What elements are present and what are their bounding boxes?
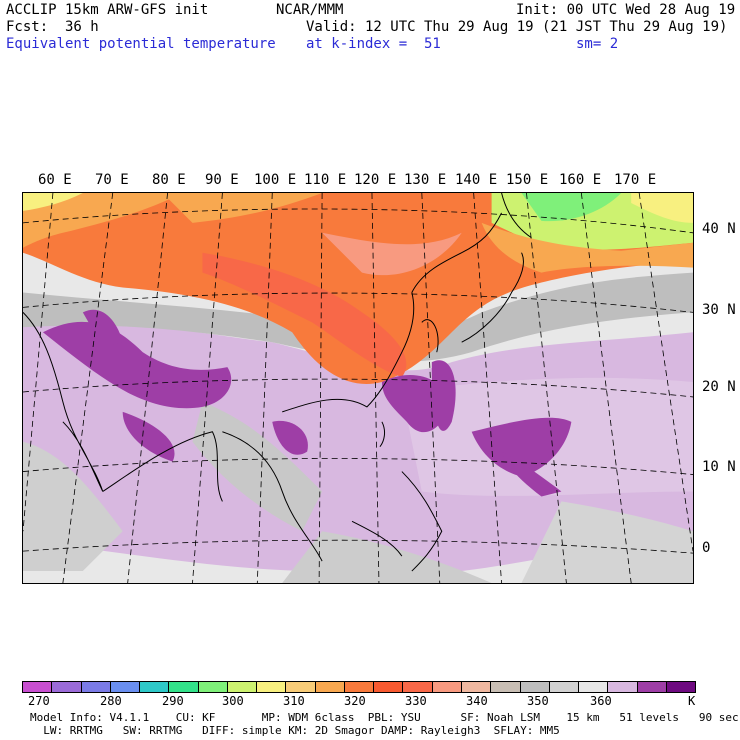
model-title: ACCLIP 15km ARW-GFS init bbox=[6, 2, 209, 18]
lon-label: 140 E bbox=[455, 172, 498, 188]
lon-label: 60 E bbox=[38, 172, 72, 188]
lon-label: 110 E bbox=[304, 172, 347, 188]
colorbar-swatch bbox=[81, 682, 111, 692]
colorbar-swatch bbox=[549, 682, 580, 692]
colorbar-tick: 330 bbox=[405, 694, 427, 708]
colorbar-tick: 290 bbox=[162, 694, 184, 708]
colorbar-swatch bbox=[608, 682, 638, 692]
colorbar-swatch bbox=[344, 682, 375, 692]
colorbar-swatch bbox=[520, 682, 550, 692]
colorbar-tick: 270 bbox=[28, 694, 50, 708]
lon-label: 100 E bbox=[254, 172, 297, 188]
colorbar-tick: 360 bbox=[590, 694, 612, 708]
forecast-hour: Fcst: 36 h bbox=[6, 19, 99, 35]
lat-label: 0 bbox=[702, 540, 711, 556]
valid-time: Valid: 12 UTC Thu 29 Aug 19 (21 JST Thu … bbox=[306, 19, 728, 35]
colorbar-swatch bbox=[432, 682, 462, 692]
colorbar-swatch bbox=[257, 682, 287, 692]
lon-label: 90 E bbox=[205, 172, 239, 188]
model-info: Model Info: V4.1.1 CU: KF MP: WDM 6class… bbox=[30, 711, 739, 724]
colorbar-swatch bbox=[666, 682, 696, 692]
colorbar-swatch bbox=[198, 682, 228, 692]
colorbar-tick: 320 bbox=[344, 694, 366, 708]
lon-label: 170 E bbox=[614, 172, 657, 188]
colorbar-tick: 340 bbox=[466, 694, 488, 708]
lat-label: 30 N bbox=[702, 302, 736, 318]
level-label: at k-index = 51 bbox=[306, 36, 441, 52]
colorbar-swatch bbox=[140, 682, 170, 692]
colorbar-swatch bbox=[23, 682, 53, 692]
graticule bbox=[23, 193, 693, 583]
colorbar-swatch bbox=[491, 682, 521, 692]
lon-label: 150 E bbox=[506, 172, 549, 188]
lat-label: 40 N bbox=[702, 221, 736, 237]
colorbar-swatch bbox=[374, 682, 404, 692]
colorbar-swatch bbox=[637, 682, 667, 692]
colorbar-unit: K bbox=[688, 694, 696, 708]
colorbar-swatch bbox=[227, 682, 258, 692]
colorbar-tick: 350 bbox=[527, 694, 549, 708]
colorbar-swatch bbox=[169, 682, 199, 692]
colorbar-tick: 280 bbox=[100, 694, 122, 708]
colorbar-swatch bbox=[286, 682, 316, 692]
colorbar-swatch bbox=[315, 682, 345, 692]
smoothing-label: sm= 2 bbox=[576, 36, 619, 52]
org-label: NCAR/MMM bbox=[276, 2, 344, 18]
colorbar-swatch bbox=[110, 682, 141, 692]
lon-label: 130 E bbox=[404, 172, 447, 188]
lon-label: 70 E bbox=[95, 172, 129, 188]
lon-label: 80 E bbox=[152, 172, 186, 188]
lon-label: 120 E bbox=[354, 172, 397, 188]
colorbar-tick: 310 bbox=[283, 694, 305, 708]
physics-info: LW: RRTMG SW: RRTMG DIFF: simple KM: 2D … bbox=[30, 724, 560, 737]
lon-label: 160 E bbox=[559, 172, 602, 188]
colorbar bbox=[22, 681, 696, 693]
colorbar-swatch bbox=[52, 682, 82, 692]
field-name: Equivalent potential temperature bbox=[6, 36, 276, 52]
lat-label: 20 N bbox=[702, 379, 736, 395]
convection-band bbox=[42, 321, 232, 409]
colorbar-swatch bbox=[579, 682, 609, 692]
colorbar-swatch bbox=[461, 682, 492, 692]
coastlines bbox=[23, 193, 532, 572]
colorbar-swatch bbox=[403, 682, 433, 692]
lat-label: 10 N bbox=[702, 459, 736, 475]
init-time: Init: 00 UTC Wed 28 Aug 19 bbox=[516, 2, 736, 18]
theta-e-map bbox=[22, 192, 694, 584]
colorbar-tick: 300 bbox=[222, 694, 244, 708]
